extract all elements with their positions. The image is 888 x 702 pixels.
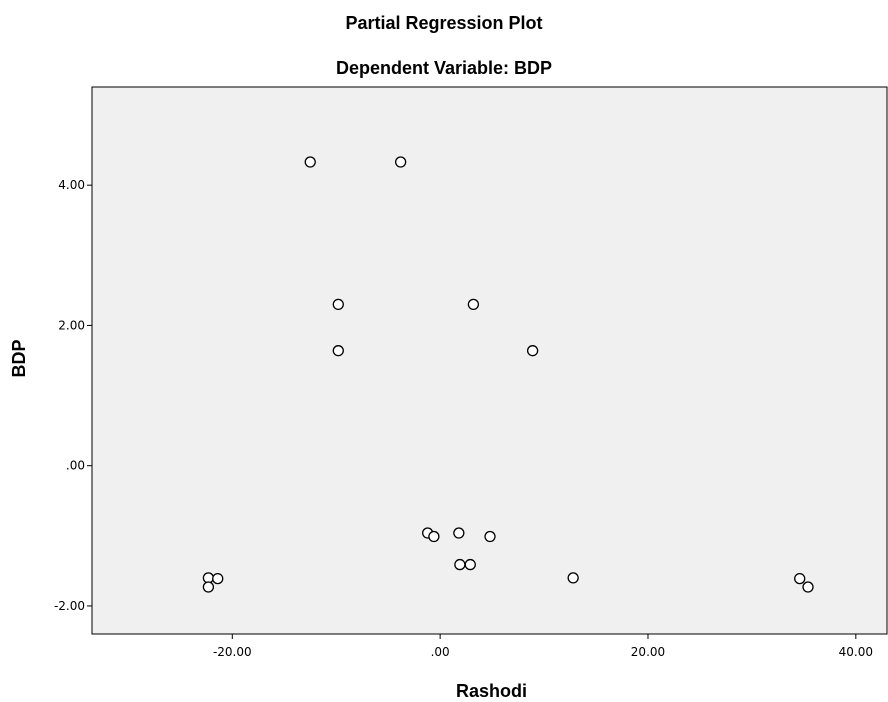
y-tick-label: -2.00 <box>54 599 85 613</box>
x-tick-label: 40.00 <box>839 645 873 659</box>
x-tick-label: 20.00 <box>631 645 665 659</box>
data-points <box>202 156 814 593</box>
data-point <box>304 156 316 168</box>
data-point <box>428 530 440 543</box>
x-axis: -20.00 .00 20.00 40.00 <box>213 634 873 659</box>
chart-subtitle: Dependent Variable: BDP <box>335 58 553 78</box>
x-tick-label: .00 <box>431 645 450 659</box>
chart-title: Partial Regression Plot <box>345 13 543 33</box>
data-point <box>484 530 496 543</box>
y-axis: -2.00 .00 2.00 4.00 <box>54 178 92 613</box>
data-point <box>202 581 215 593</box>
data-point <box>467 298 480 311</box>
data-point <box>394 156 407 168</box>
plot-area <box>91 86 888 635</box>
y-tick-label: 2.00 <box>58 318 85 332</box>
y-axis-title: BDP <box>9 339 29 377</box>
data-point <box>454 558 466 571</box>
x-tick-label: -20.00 <box>213 645 252 659</box>
y-tick-label: .00 <box>66 459 85 473</box>
data-point <box>212 572 224 585</box>
x-axis-title: Rashodi <box>456 681 527 701</box>
data-point <box>332 345 344 357</box>
y-tick-label: 4.00 <box>58 178 85 192</box>
data-point <box>332 298 344 311</box>
data-point <box>794 572 806 585</box>
data-point <box>464 558 476 571</box>
data-point <box>567 572 579 584</box>
data-point <box>453 527 465 539</box>
data-point <box>526 345 539 357</box>
data-point <box>802 581 814 593</box>
